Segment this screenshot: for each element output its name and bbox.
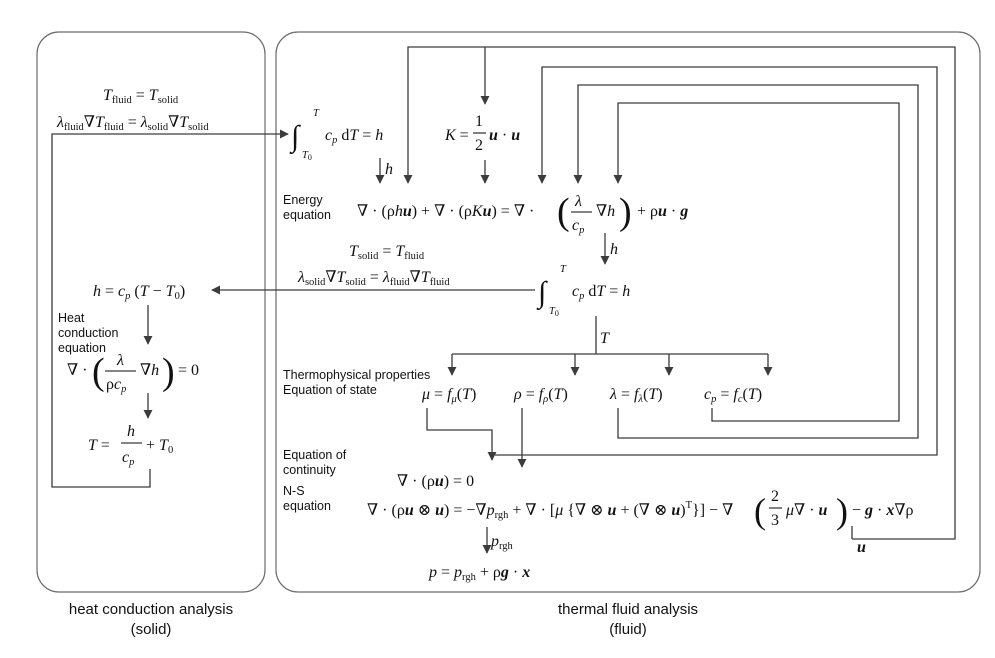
svg-text:λfluid∇Tfluid = λsolid∇Tsolid: λfluid∇Tfluid = λsolid∇Tsolid (56, 114, 209, 133)
svg-text:μ∇ · u: μ∇ · u (785, 502, 828, 519)
edge-label-h: h (610, 241, 618, 258)
svg-text:λsolid∇Tsolid = λfluid∇Tfluid: λsolid∇Tsolid = λfluid∇Tfluid (297, 269, 450, 288)
density-feedback-arrow (495, 66, 938, 456)
svg-text:h = cp (T − T0): h = cp (T − T0) (93, 283, 185, 302)
svg-text:u · u: u · u (489, 127, 520, 144)
svg-text:K =: K = (444, 127, 469, 144)
svg-text:T =: T = (88, 437, 110, 454)
equation-navier-stokes: ∇ · (ρu ⊗ u) = −∇prgh + ∇ · [μ {∇ ⊗ u + … (367, 488, 914, 531)
svg-text:T: T (313, 108, 320, 119)
svg-text:∫: ∫ (289, 120, 301, 155)
solid-analysis-panel (36, 31, 266, 593)
continuity-and-ns-label: Equation of continuity N-S equation (283, 448, 350, 513)
fluid-analysis-panel (275, 31, 981, 593)
svg-text:∇ · (ρhu) + ∇ · (ρKu) = ∇ ·: ∇ · (ρhu) + ∇ · (ρKu) = ∇ · (357, 203, 534, 220)
equation-kinetic-energy: K = 1 2 u · u (444, 113, 520, 154)
svg-text:∇ ·: ∇ · (67, 362, 88, 379)
equation-conductivity: λ = fλ(T) (609, 386, 663, 405)
equation-solid-interface-temperature: Tsolid = Tfluid (349, 243, 425, 262)
edge-label-h: h (385, 161, 393, 178)
svg-text:2: 2 (475, 137, 483, 154)
svg-text:3: 3 (771, 512, 779, 529)
thermophysical-properties-label: Thermophysical properties Equation of st… (283, 368, 434, 397)
svg-text:− g · x∇ρ: − g · x∇ρ (852, 502, 914, 519)
edge-label-prgh: prgh (490, 533, 514, 552)
equation-solid-enthalpy: h = cp (T − T0) (93, 283, 185, 302)
svg-text:Tfluid = Tsolid: Tfluid = Tsolid (103, 87, 179, 106)
svg-text:): ) (162, 351, 175, 393)
conductivity-feedback-arrow (573, 84, 919, 439)
equation-density: ρ = fρ(T) (513, 386, 568, 405)
fluid-panel-caption: thermal fluid analysis (558, 601, 698, 618)
svg-text:h: h (127, 423, 135, 440)
equation-enthalpy-integral-middle: ∫ T T0 cp dT = h (536, 264, 630, 318)
svg-text:cp dT = h: cp dT = h (325, 127, 383, 146)
svg-text:λ: λ (574, 193, 582, 210)
svg-text:∫: ∫ (536, 276, 548, 311)
equation-energy: ∇ · (ρhu) + ∇ · (ρKu) = ∇ · ( λ cp ∇h ) … (357, 191, 688, 236)
svg-text:Tsolid = Tfluid: Tsolid = Tfluid (349, 243, 425, 262)
svg-text:cp = fc(T): cp = fc(T) (704, 386, 762, 405)
equation-viscosity: μ = fμ(T) (421, 386, 476, 405)
energy-equation-label: Energy equation (283, 193, 331, 222)
svg-text:2: 2 (771, 488, 779, 505)
equation-continuity: ∇ · (ρu) = 0 (397, 473, 474, 490)
equation-enthalpy-integral-top: ∫ T T0 cp dT = h (289, 108, 383, 162)
heat-capacity-feedback-arrow (613, 102, 900, 422)
equation-solid-temperature: T = h cp + T0 (88, 423, 173, 468)
equation-solid-interface-flux: λsolid∇Tsolid = λfluid∇Tfluid (297, 269, 450, 288)
svg-text:∇ · (ρu) = 0: ∇ · (ρu) = 0 (397, 473, 474, 490)
svg-text:μ = fμ(T): μ = fμ(T) (421, 386, 476, 405)
edge-label-u: u (857, 539, 866, 556)
svg-text:∇h: ∇h (140, 362, 159, 379)
svg-text:ρ = fρ(T): ρ = fρ(T) (513, 386, 568, 405)
svg-text:= 0: = 0 (178, 362, 199, 379)
svg-text:ρcp: ρcp (106, 376, 126, 395)
equation-heat-capacity: cp = fc(T) (704, 386, 762, 405)
svg-text:cp: cp (122, 449, 134, 468)
velocity-feedback-to-energy-arrow (403, 46, 956, 540)
svg-text:(: ( (557, 191, 570, 233)
svg-text:λ = fλ(T): λ = fλ(T) (609, 386, 663, 405)
equation-pressure: p = prgh + ρg · x (428, 564, 530, 583)
svg-text:∇h: ∇h (596, 203, 615, 220)
svg-text:+ T0: + T0 (146, 437, 173, 456)
svg-text:): ) (619, 191, 632, 233)
edge-label-t: T (600, 330, 610, 347)
solid-panel-subcaption: (solid) (131, 621, 172, 638)
heat-conduction-equation-label: Heat conduction equation (58, 311, 122, 355)
svg-text:p = prgh + ρg · x: p = prgh + ρg · x (428, 564, 530, 583)
svg-text:∇ · (ρu ⊗ u) = −∇prgh + ∇ · [μ: ∇ · (ρu ⊗ u) = −∇prgh + ∇ · [μ {∇ ⊗ u + … (367, 500, 733, 521)
viscosity-to-ns-arrow (426, 408, 497, 461)
svg-text:1: 1 (475, 113, 483, 130)
svg-text:T0: T0 (302, 150, 312, 162)
svg-text:(: ( (92, 351, 105, 393)
svg-text:T: T (560, 264, 567, 275)
svg-text:cp dT = h: cp dT = h (572, 283, 630, 302)
svg-text:λ: λ (116, 352, 124, 369)
svg-text:): ) (836, 491, 848, 531)
svg-text:(: ( (754, 491, 766, 531)
fluid-panel-subcaption: (fluid) (609, 621, 647, 638)
equation-fluid-interface-flux: λfluid∇Tfluid = λsolid∇Tsolid (56, 114, 209, 133)
solid-panel-caption: heat conduction analysis (69, 601, 233, 618)
solid-temperature-to-fluid-interface-arrow (51, 129, 289, 488)
svg-text:cp: cp (572, 217, 584, 236)
equation-heat-conduction: ∇ · ( λ ρcp ∇h ) = 0 (67, 351, 199, 395)
svg-text:+ ρu · g: + ρu · g (637, 203, 688, 220)
svg-text:T0: T0 (549, 306, 559, 318)
equation-fluid-interface-temperature: Tfluid = Tsolid (103, 87, 179, 106)
